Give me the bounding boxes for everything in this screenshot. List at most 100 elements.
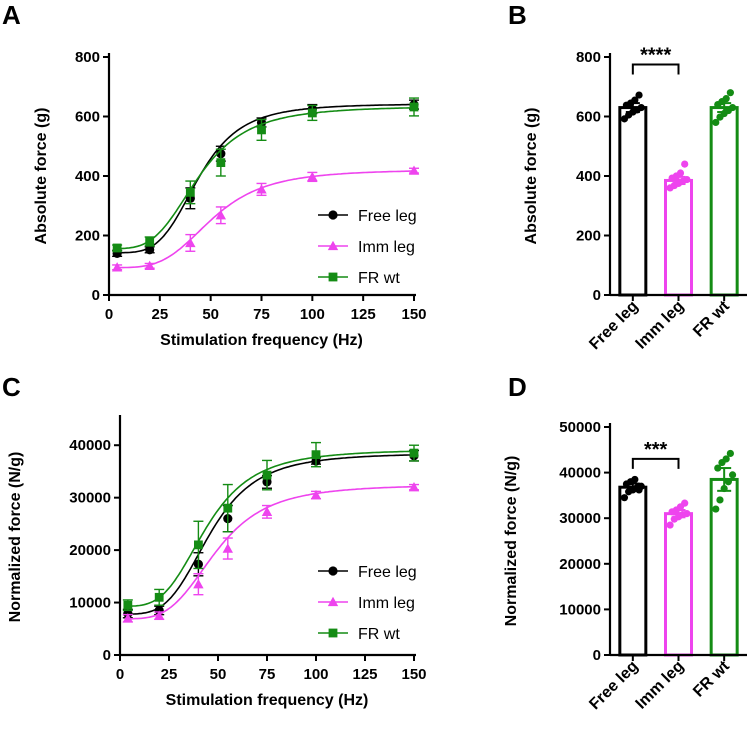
panel-a-y-tick-label: 0 bbox=[92, 287, 100, 304]
panel-a-y-tick-label: 400 bbox=[75, 168, 100, 185]
panel-d-y-tick-label: 30000 bbox=[559, 510, 601, 527]
panel-c-x-axis-title: Stimulation frequency (Hz) bbox=[166, 692, 369, 709]
panel-c-x-tick-label: 150 bbox=[401, 666, 426, 683]
panel-d-significance-label: *** bbox=[644, 439, 668, 461]
panel-c-fr-wt-legend-marker bbox=[328, 628, 338, 638]
panel-c-fr-wt-point bbox=[262, 470, 272, 480]
panel-b-free-leg-category-label: Free leg bbox=[586, 298, 641, 353]
panel-a-fr-wt-point bbox=[307, 108, 317, 118]
panel-b-fr-wt-data-point bbox=[728, 103, 737, 112]
panel-b-imm-leg-data-point bbox=[676, 169, 685, 177]
panel-a-fr-wt-legend-marker bbox=[328, 272, 338, 282]
panel-c-y-tick-label: 30000 bbox=[69, 490, 111, 507]
panel-d-imm-leg-data-point bbox=[681, 499, 689, 507]
panel-c-x-tick-label: 100 bbox=[303, 666, 328, 683]
panel-d-imm-leg-bar bbox=[664, 512, 693, 657]
panel-c-y-tick-label: 40000 bbox=[69, 437, 111, 454]
panel-a-imm-leg-point bbox=[215, 210, 227, 220]
panel-a-x-tick-label: 25 bbox=[151, 306, 168, 323]
panel-c-fr-wt-point bbox=[311, 450, 321, 460]
panel-a-fr-wt-point bbox=[409, 102, 419, 112]
panel-c-imm-leg-point bbox=[193, 579, 204, 589]
panel-c-x-tick-label: 50 bbox=[210, 666, 227, 683]
panel-b-free-leg-data-point bbox=[631, 96, 639, 104]
panel-d-imm-leg-data-point bbox=[666, 521, 674, 529]
panel-b-imm-leg-data-point bbox=[683, 175, 691, 184]
panel-a-free-leg-legend-label: Free leg bbox=[358, 208, 417, 225]
panel-a-imm-leg-point bbox=[144, 260, 155, 271]
panel-d-fr-wt-data-point bbox=[712, 505, 720, 513]
panel-a-x-tick-label: 75 bbox=[253, 306, 270, 323]
panel-b-free-leg-data-point bbox=[637, 103, 645, 112]
panel-b-y-axis-title: Absolute force (g) bbox=[523, 108, 540, 245]
panel-b-y-tick-label: 400 bbox=[576, 168, 601, 185]
panel-b-fr-wt-data-point bbox=[712, 118, 720, 127]
panel-a-y-tick-label: 800 bbox=[75, 49, 100, 66]
panel-d-y-tick-label: 50000 bbox=[559, 419, 601, 436]
panel-c-fr-wt-point bbox=[123, 600, 133, 610]
panel-b-y-tick-label: 600 bbox=[576, 109, 601, 126]
panel-c-fr-wt-point bbox=[194, 540, 203, 550]
panel-letter-a: A bbox=[2, 0, 21, 30]
panel-d-fr-wt-data-point bbox=[726, 449, 734, 458]
panel-b-free-leg-bar bbox=[618, 106, 648, 297]
panel-c-y-axis-title: Normalized force (N/g) bbox=[7, 452, 24, 623]
panel-d-fr-wt-data-point bbox=[724, 478, 732, 486]
panel-d-fr-wt-category-label: FR wt bbox=[690, 657, 733, 700]
panel-c-fr-wt-point bbox=[409, 448, 419, 458]
panel-a-y-tick-label: 200 bbox=[75, 228, 100, 245]
panel-d-free-leg-bar bbox=[618, 485, 648, 657]
panel-a-y-axis-title: Absolute force (g) bbox=[33, 108, 50, 245]
panel-d-fr-wt-data-point bbox=[714, 464, 722, 472]
panel-b-significance-label: **** bbox=[640, 44, 671, 66]
panel-c-fr-wt-point bbox=[154, 592, 164, 602]
panel-c-x-tick-label: 25 bbox=[161, 666, 178, 683]
panel-d-free-leg-data-point bbox=[620, 494, 629, 502]
panel-c-fr-wt-point bbox=[223, 503, 233, 513]
panel-a-imm-leg-legend-label: Imm leg bbox=[358, 239, 415, 256]
panel-a-fr-wt-fit-line bbox=[117, 107, 414, 250]
panel-c-fr-wt-legend-label: FR wt bbox=[358, 626, 400, 643]
panel-d-imm-leg-category-label: Imm leg bbox=[633, 658, 688, 713]
panel-c-imm-leg-point bbox=[261, 506, 273, 516]
panel-d-free-leg-category-label: Free leg bbox=[586, 658, 641, 713]
panel-b-free-leg-data-point bbox=[635, 91, 643, 99]
panel-a-x-tick-label: 125 bbox=[351, 306, 376, 323]
panel-a-imm-leg-point bbox=[256, 184, 267, 194]
panel-c-x-tick-label: 0 bbox=[116, 666, 124, 683]
panel-c-y-tick-label: 0 bbox=[103, 647, 111, 664]
panel-d-fr-wt-data-point bbox=[720, 484, 728, 493]
panel-a-fr-wt-legend-label: FR wt bbox=[358, 270, 400, 287]
panel-a-imm-leg-point bbox=[408, 165, 420, 175]
panel-c-imm-leg-legend-label: Imm leg bbox=[358, 595, 415, 612]
panel-d-free-leg-data-point bbox=[631, 475, 639, 484]
panel-a-x-tick-label: 100 bbox=[300, 306, 325, 323]
panel-b-fr-wt-bar bbox=[709, 106, 739, 297]
panel-b-fr-wt-data-point bbox=[722, 95, 730, 103]
panel-d-y-tick-label: 20000 bbox=[559, 556, 601, 573]
panel-a-x-tick-label: 0 bbox=[105, 306, 113, 323]
panel-d-y-tick-label: 40000 bbox=[559, 465, 601, 482]
panel-a-fr-wt-point bbox=[216, 158, 226, 168]
panel-c-imm-leg-point bbox=[310, 489, 322, 500]
panel-d-free-leg-data-point bbox=[635, 486, 643, 494]
panel-d-fr-wt-data-point bbox=[716, 496, 724, 504]
panel-c-free-leg-legend-marker bbox=[328, 566, 338, 576]
panel-d-fr-wt-data-point bbox=[722, 455, 730, 463]
chart-panel-c: 0 10000 20000 30000 40000 Normalized force (N… bbox=[7, 415, 427, 709]
panel-c-imm-leg-point bbox=[408, 481, 420, 492]
panel-b-y-tick-label: 800 bbox=[576, 49, 601, 66]
panel-b-fr-wt-data-point bbox=[726, 89, 734, 97]
panel-a-x-axis-title: Stimulation frequency (Hz) bbox=[160, 332, 363, 349]
panel-c-fr-wt-fit-line bbox=[127, 450, 414, 607]
panel-c-imm-leg-point bbox=[122, 613, 134, 623]
panel-a-x-tick-label: 50 bbox=[202, 306, 219, 323]
panel-a-fr-wt-point bbox=[145, 237, 155, 246]
panel-a-imm-leg-point bbox=[307, 171, 318, 182]
panel-c-x-tick-label: 125 bbox=[352, 666, 377, 683]
panel-a-fr-wt-point bbox=[112, 243, 122, 253]
chart-panel-a: 0 200 400 600 800 Absolute force (g) 0 25 50 75 10… bbox=[33, 49, 427, 349]
